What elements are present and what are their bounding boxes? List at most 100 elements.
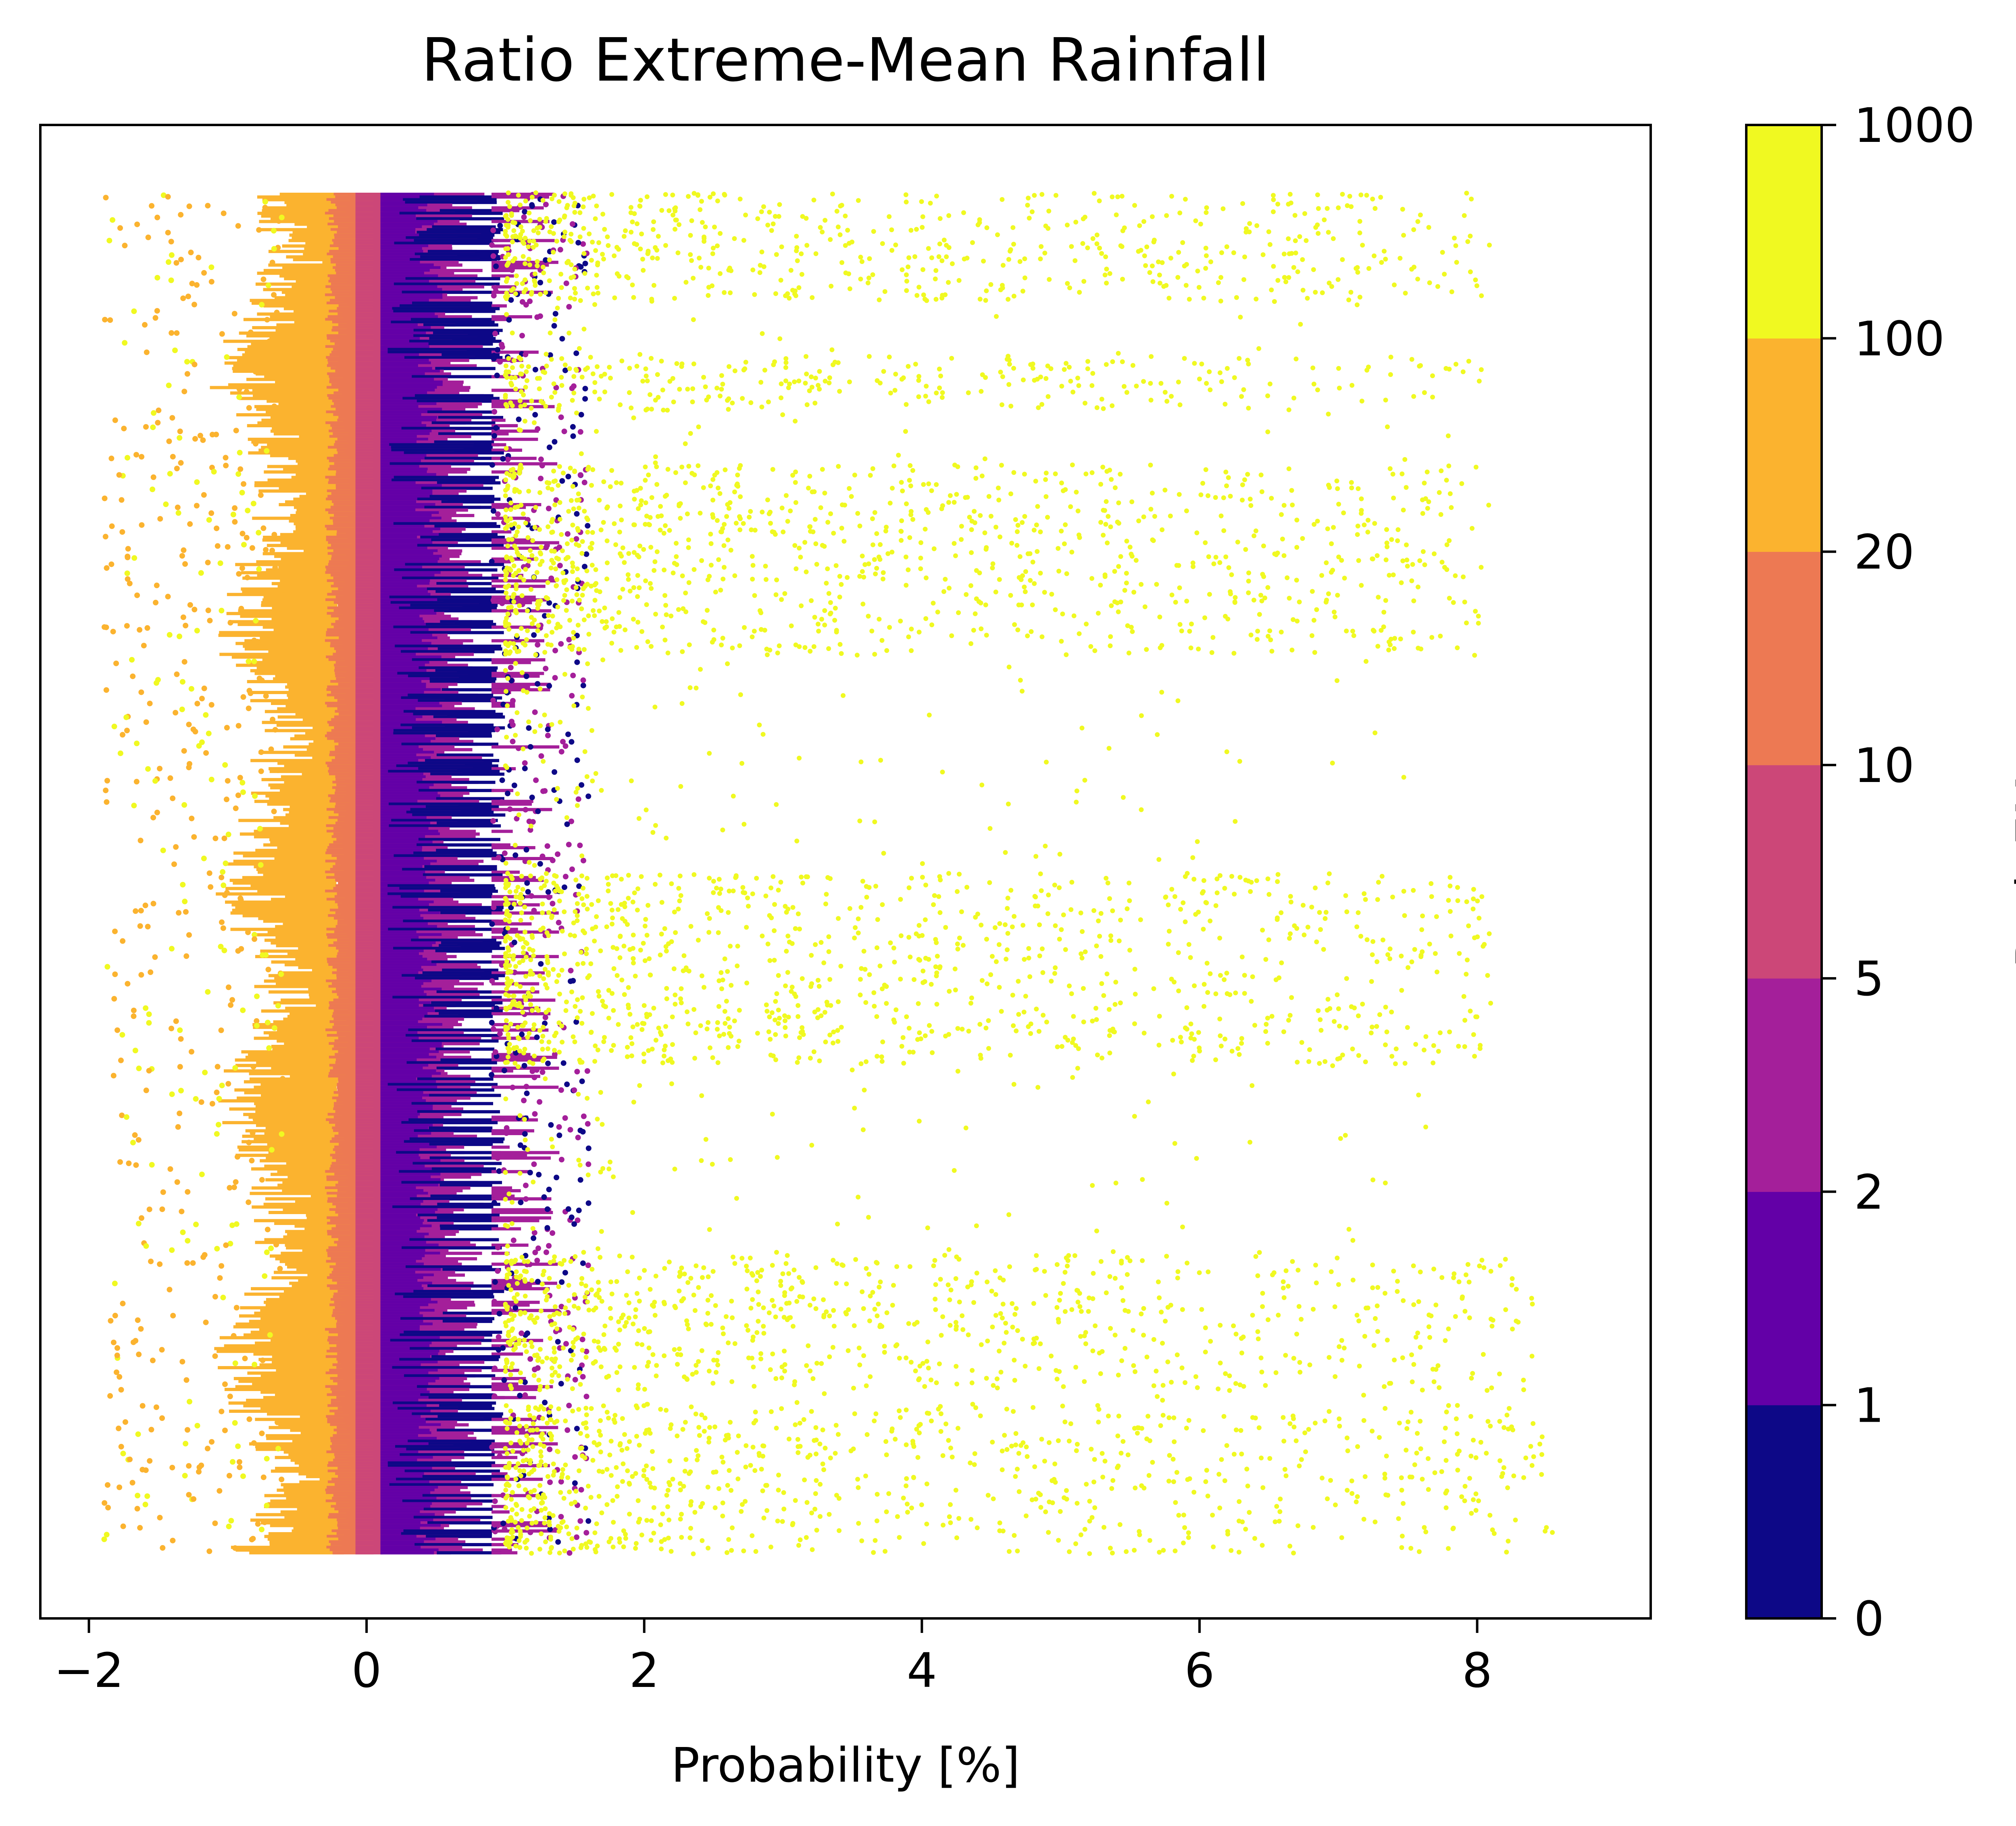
data-run	[380, 1537, 436, 1541]
data-point	[259, 302, 265, 308]
data-point	[542, 370, 548, 375]
data-point	[239, 565, 245, 571]
data-run	[380, 797, 439, 801]
data-run	[437, 598, 502, 602]
data-point	[558, 1381, 564, 1387]
data-point	[506, 317, 512, 323]
data-point	[827, 375, 832, 381]
data-point	[600, 212, 606, 217]
data-run	[380, 977, 425, 980]
data-run	[355, 1233, 383, 1236]
data-point	[508, 507, 513, 512]
data-run	[236, 413, 340, 417]
data-point	[235, 471, 242, 477]
data-run	[285, 1244, 355, 1247]
data-point	[1286, 236, 1291, 241]
data-point	[1241, 387, 1246, 392]
data-run	[355, 955, 383, 959]
data-point	[1023, 569, 1028, 574]
data-point	[223, 860, 229, 866]
data-point	[533, 283, 538, 288]
data-run	[355, 372, 383, 376]
data-point	[123, 1114, 129, 1120]
data-point	[859, 259, 864, 264]
data-point	[882, 289, 887, 294]
data-run	[380, 1202, 421, 1206]
data-run	[355, 701, 383, 705]
data-run	[273, 1001, 349, 1005]
data-run	[380, 1271, 415, 1274]
data-point	[1110, 359, 1115, 364]
data-run	[329, 1121, 374, 1125]
data-run	[283, 1235, 351, 1239]
data-run	[269, 1540, 342, 1544]
data-point	[572, 1377, 578, 1383]
data-point	[1053, 193, 1058, 198]
data-run	[330, 1219, 374, 1223]
data-run	[296, 527, 354, 531]
data-run	[380, 1431, 431, 1435]
data-point	[538, 961, 544, 967]
data-run	[355, 1458, 383, 1462]
data-run	[237, 623, 337, 626]
data-run	[330, 505, 374, 509]
data-run	[327, 721, 374, 724]
data-point	[637, 204, 642, 209]
data-run	[380, 756, 482, 760]
data-point	[904, 272, 909, 277]
data-point	[809, 385, 814, 390]
data-run	[334, 342, 374, 346]
data-run	[380, 571, 441, 574]
data-point	[843, 270, 848, 275]
data-run	[330, 1445, 374, 1448]
data-run	[429, 337, 496, 340]
data-point	[812, 401, 818, 406]
data-point	[493, 263, 499, 269]
data-point	[523, 1084, 529, 1090]
data-run	[380, 206, 419, 210]
data-run	[327, 457, 374, 460]
data-run	[355, 1039, 383, 1043]
data-run	[355, 1445, 383, 1448]
data-run	[355, 337, 383, 340]
data-run	[334, 930, 374, 934]
data-run	[355, 979, 383, 983]
data-point	[1315, 518, 1320, 524]
data-run	[326, 1450, 374, 1454]
data-point	[205, 989, 211, 995]
data-point	[523, 261, 528, 266]
data-point	[535, 259, 540, 264]
data-run	[492, 1219, 539, 1223]
data-run	[410, 258, 497, 262]
data-run	[380, 514, 432, 517]
data-run	[380, 898, 419, 901]
data-run	[355, 1377, 383, 1380]
data-point	[254, 993, 260, 999]
data-run	[422, 971, 501, 975]
data-point	[559, 285, 564, 290]
data-point	[601, 256, 606, 262]
data-point	[152, 778, 158, 784]
data-point	[157, 1261, 163, 1267]
data-run	[355, 911, 383, 915]
data-run	[268, 1532, 347, 1535]
data-run	[284, 1516, 348, 1519]
data-point	[562, 191, 567, 196]
data-run	[247, 424, 341, 428]
data-run	[329, 1064, 374, 1067]
data-point	[1418, 363, 1423, 368]
data-point	[258, 1527, 264, 1533]
data-run	[380, 263, 434, 267]
data-point	[677, 387, 682, 392]
data-point	[523, 351, 529, 358]
data-run	[437, 647, 502, 651]
data-run	[328, 963, 374, 967]
data-point	[674, 541, 679, 546]
data-run	[380, 1450, 419, 1454]
data-point	[1183, 283, 1189, 288]
data-run	[355, 1339, 383, 1342]
data-run	[380, 843, 431, 847]
data-point	[538, 753, 544, 759]
data-run	[492, 808, 552, 811]
data-run	[355, 998, 383, 1002]
